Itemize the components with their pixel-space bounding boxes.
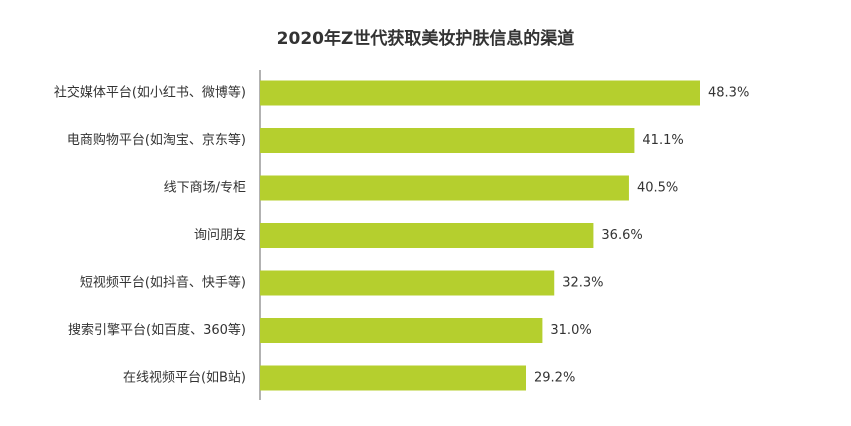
value-label: 31.0% — [550, 323, 591, 338]
value-label: 40.5% — [637, 181, 678, 196]
bar — [260, 365, 527, 391]
bar — [260, 80, 700, 106]
value-label: 48.3% — [708, 86, 749, 101]
value-label: 41.1% — [642, 133, 683, 148]
category-label: 线下商场/专柜 — [164, 181, 246, 196]
category-label: 在线视频平台(如B站) — [123, 370, 246, 386]
bar — [260, 175, 629, 201]
bar — [260, 128, 635, 153]
bar — [260, 318, 543, 343]
category-label: 电商购物平台(如淘宝、京东等) — [67, 132, 246, 148]
value-label: 32.3% — [562, 276, 603, 291]
category-label: 社交媒体平台(如小红书、微博等) — [54, 85, 246, 101]
category-label: 短视频平台(如抖音、快手等) — [80, 275, 246, 291]
value-label: 36.6% — [601, 228, 642, 243]
bar — [260, 270, 555, 296]
category-label: 询问朋友 — [194, 227, 246, 243]
value-label: 29.2% — [534, 371, 575, 386]
category-label: 搜索引擎平台(如百度、360等) — [68, 322, 246, 338]
bar — [260, 223, 594, 248]
chart-title: 2020年Z世代获取美妆护肤信息的渠道 — [276, 29, 575, 49]
